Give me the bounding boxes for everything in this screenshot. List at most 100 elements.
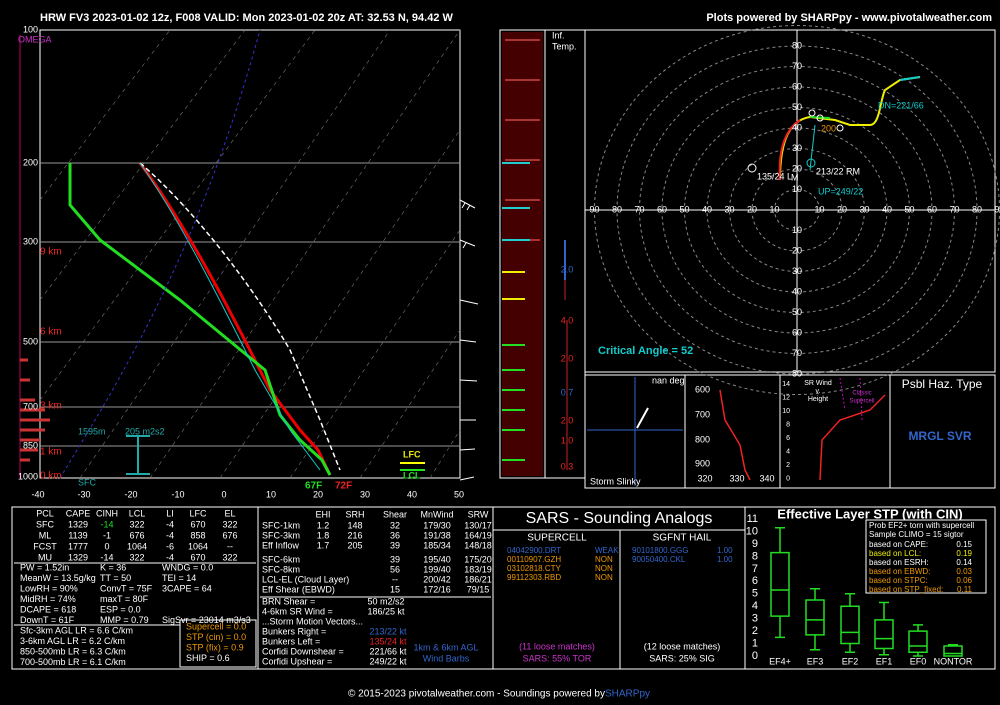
inf-temp-value: 0.7 (561, 387, 574, 397)
pressure-label: 200 (23, 157, 38, 167)
label: 858 (190, 530, 205, 540)
stp-box (805, 588, 825, 651)
label: -6 (166, 541, 174, 551)
label: LCL (129, 508, 146, 518)
label: 0 (786, 475, 790, 482)
label: 0.15 (956, 540, 972, 549)
inf-temp-value: 4.0 (561, 315, 574, 325)
label: SigSvr = 23014 m3/s3 (162, 615, 251, 625)
label: EF4+ (769, 656, 791, 666)
label: v. (816, 388, 821, 395)
stp-tick: 3 (752, 613, 758, 625)
label: 0 (104, 541, 109, 551)
label: 79/15 (467, 584, 490, 594)
height-label: 1 km (40, 447, 62, 458)
label: 3-6km AGL LR = 6.2 C/km (20, 636, 125, 646)
label: TT = 50 (100, 573, 131, 583)
label: Height (808, 396, 828, 403)
label: 4-6km SR Wind = (262, 606, 333, 616)
hodo-ring (616, 45, 978, 375)
label: 0.11 (957, 585, 973, 594)
label: 216 (347, 530, 362, 540)
credit: Plots powered by SHARPpy - www.pivotalwe… (706, 12, 992, 24)
label: -- (227, 541, 233, 551)
stp-tick: 8 (752, 550, 758, 562)
stp-box (770, 527, 790, 639)
theta-tick: 330 (729, 473, 744, 483)
hodo-tick: 40 (702, 204, 712, 214)
label: WEAK (595, 546, 619, 555)
label: CINH (96, 508, 118, 518)
label: Bunkers Right = (262, 626, 326, 636)
label: 90101800.GGG (632, 546, 688, 555)
label: SR Wind (804, 380, 832, 387)
pressure-label: 500 (23, 336, 38, 346)
hodo-tick: 60 (657, 204, 667, 214)
theta-tick: 800 (695, 434, 710, 444)
label: LCL (403, 470, 421, 480)
inf-temp-title: Inf. (552, 30, 565, 40)
label: MnWind (420, 509, 453, 519)
label: 04042900.DRT (507, 546, 561, 555)
label: Corfidi Downshear = (262, 646, 344, 656)
label: 183/19 (464, 564, 492, 574)
label: Wind Barbs (423, 653, 470, 663)
stp-tick: 0 (752, 650, 758, 662)
label: EF1 (876, 656, 893, 666)
label: MU (38, 552, 52, 562)
label: TEI = 14 (162, 573, 196, 583)
stp-box (943, 644, 963, 657)
label: based on STP_fixed: (869, 585, 943, 594)
label: LFC (189, 508, 207, 518)
label: NONTOR (934, 656, 973, 666)
label: 0.19 (956, 549, 972, 558)
label: Eff Inflow (262, 540, 299, 550)
theta-tick: 900 (695, 458, 710, 468)
hodo-tick: 40 (792, 286, 802, 296)
label: 322 (222, 552, 237, 562)
label: K = 36 (100, 562, 126, 572)
theta-tick: 320 (697, 473, 712, 483)
temp-label: 50 (454, 489, 464, 499)
stp-box (840, 593, 860, 654)
label: SARS: 55% TOR (523, 653, 592, 663)
label: SFC-8km (262, 564, 300, 574)
height-label: 9 km (40, 247, 62, 258)
hodo-tick: 80 (792, 40, 802, 50)
stp-tick: 1 (752, 637, 758, 649)
label: 249/22 kt (369, 656, 407, 666)
label: 700-500mb LR = 6.1 C/km (20, 657, 126, 667)
label: 221/66 kt (369, 646, 407, 656)
label: SFC-1km (262, 520, 300, 530)
label: 135/24 kt (369, 636, 407, 646)
stp-box (874, 601, 894, 656)
label: 322 (129, 552, 144, 562)
hodo-tick: 40 (792, 122, 802, 132)
label: 130/17 (464, 520, 492, 530)
footer-link[interactable]: SHARPpy (605, 689, 650, 700)
label: Shear (383, 509, 407, 519)
label: 50 m2/s2 (367, 596, 404, 606)
label: WNDG = 0.0 (162, 562, 213, 572)
label: Supercell (849, 399, 874, 405)
label: FCST (33, 541, 57, 551)
pressure-label: 700 (23, 401, 38, 411)
label: 2 (786, 462, 790, 469)
label: nan deg (652, 375, 685, 385)
label: Eff Shear (EBWD) (262, 584, 335, 594)
hodo-tick: 20 (747, 204, 757, 214)
label: 850-500mb LR = 6.3 C/km (20, 646, 126, 656)
label: LCL-EL (Cloud Layer) (262, 574, 349, 584)
label: 15 (390, 584, 400, 594)
label: -14 (100, 552, 113, 562)
label: MMP = 0.79 (100, 615, 149, 625)
label: 213/22 RM (816, 166, 860, 176)
hodo-tick: 80 (972, 204, 982, 214)
label: 39 (390, 554, 400, 564)
label: based on STPC: (869, 576, 928, 585)
label: 200/42 (423, 574, 451, 584)
hodo-ring (661, 86, 933, 334)
hodo-tick: 70 (792, 61, 802, 71)
label: 1777 (68, 541, 88, 551)
label: 99112303.RBD (507, 573, 561, 582)
